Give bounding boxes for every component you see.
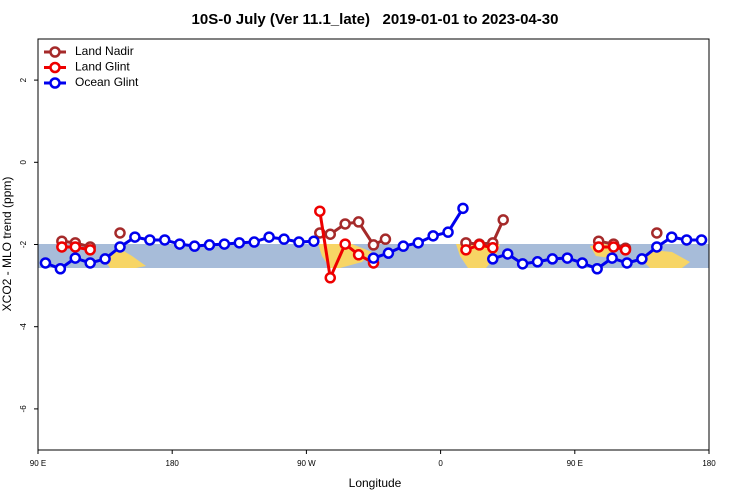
legend-label: Land Nadir	[75, 44, 134, 58]
data-point	[39, 257, 52, 269]
data-point	[158, 234, 171, 246]
data-point	[339, 218, 351, 230]
data-point	[501, 248, 514, 260]
data-point	[427, 230, 439, 242]
data-point	[188, 240, 201, 252]
data-point	[56, 241, 68, 253]
data-point	[592, 241, 605, 253]
data-point	[233, 237, 246, 249]
x-tick-label: 90 W	[297, 459, 316, 468]
data-point	[397, 240, 410, 252]
data-point	[367, 252, 380, 264]
data-point	[412, 237, 424, 249]
data-point	[516, 258, 529, 270]
data-point	[54, 262, 67, 275]
data-point	[144, 234, 156, 246]
data-point	[69, 252, 82, 264]
legend-marker	[49, 77, 61, 89]
data-point	[382, 247, 395, 259]
x-tick-label: 90 E	[567, 459, 583, 468]
data-point	[442, 226, 454, 238]
data-point	[314, 205, 326, 217]
legend-label: Land Glint	[75, 60, 130, 74]
legend-marker	[49, 61, 61, 74]
data-point	[651, 241, 663, 253]
data-point	[619, 244, 632, 256]
data-point	[278, 233, 290, 245]
data-point	[114, 227, 126, 239]
y-tick-label: -2	[19, 240, 28, 248]
data-point	[665, 231, 678, 243]
data-point	[379, 233, 392, 245]
data-point	[606, 252, 618, 264]
data-point	[173, 238, 186, 250]
data-point	[84, 244, 96, 256]
data-point	[636, 253, 648, 265]
chart-title: 10S-0 July (Ver 11.1_late) 2019-01-01 to…	[192, 11, 559, 28]
y-tick-label: -4	[19, 323, 28, 331]
data-point	[487, 253, 499, 265]
data-point	[607, 241, 620, 253]
data-point	[218, 238, 231, 250]
data-point	[680, 234, 693, 246]
data-point	[651, 227, 663, 239]
data-point	[352, 216, 365, 228]
data-point	[324, 228, 337, 240]
legend-marker	[49, 46, 61, 58]
data-point	[531, 256, 544, 268]
y-axis-label: XCO2 - MLO trend (ppm)	[0, 177, 14, 312]
x-tick-label: 180	[166, 459, 180, 468]
data-point	[561, 252, 574, 264]
data-point	[457, 202, 469, 215]
data-point	[69, 241, 82, 253]
data-point	[129, 231, 141, 243]
y-tick-label: 0	[19, 160, 28, 165]
data-point	[497, 214, 509, 226]
data-point	[487, 242, 499, 254]
y-tick-label: -6	[19, 405, 28, 413]
x-tick-label: 180	[702, 459, 716, 468]
data-point	[367, 239, 380, 251]
data-point	[621, 257, 633, 269]
data-point	[308, 235, 320, 247]
data-point	[695, 234, 708, 246]
data-point	[460, 244, 472, 256]
legend-label: Ocean Glint	[75, 75, 139, 89]
data-point	[114, 241, 126, 253]
x-axis-label: Longitude	[349, 476, 402, 490]
data-point	[248, 236, 260, 248]
data-point	[473, 239, 486, 251]
x-tick-label: 0	[438, 459, 443, 468]
data-point	[352, 249, 365, 261]
data-point	[84, 257, 96, 269]
data-point	[324, 272, 337, 284]
data-point	[293, 236, 305, 248]
data-point	[591, 262, 603, 275]
data-point	[546, 253, 559, 265]
data-point	[576, 257, 589, 269]
data-point	[263, 231, 275, 243]
y-tick-label: 2	[19, 77, 28, 82]
data-point	[99, 253, 111, 265]
data-point	[203, 239, 216, 251]
data-point	[339, 238, 351, 250]
x-tick-label: 90 E	[30, 459, 46, 468]
